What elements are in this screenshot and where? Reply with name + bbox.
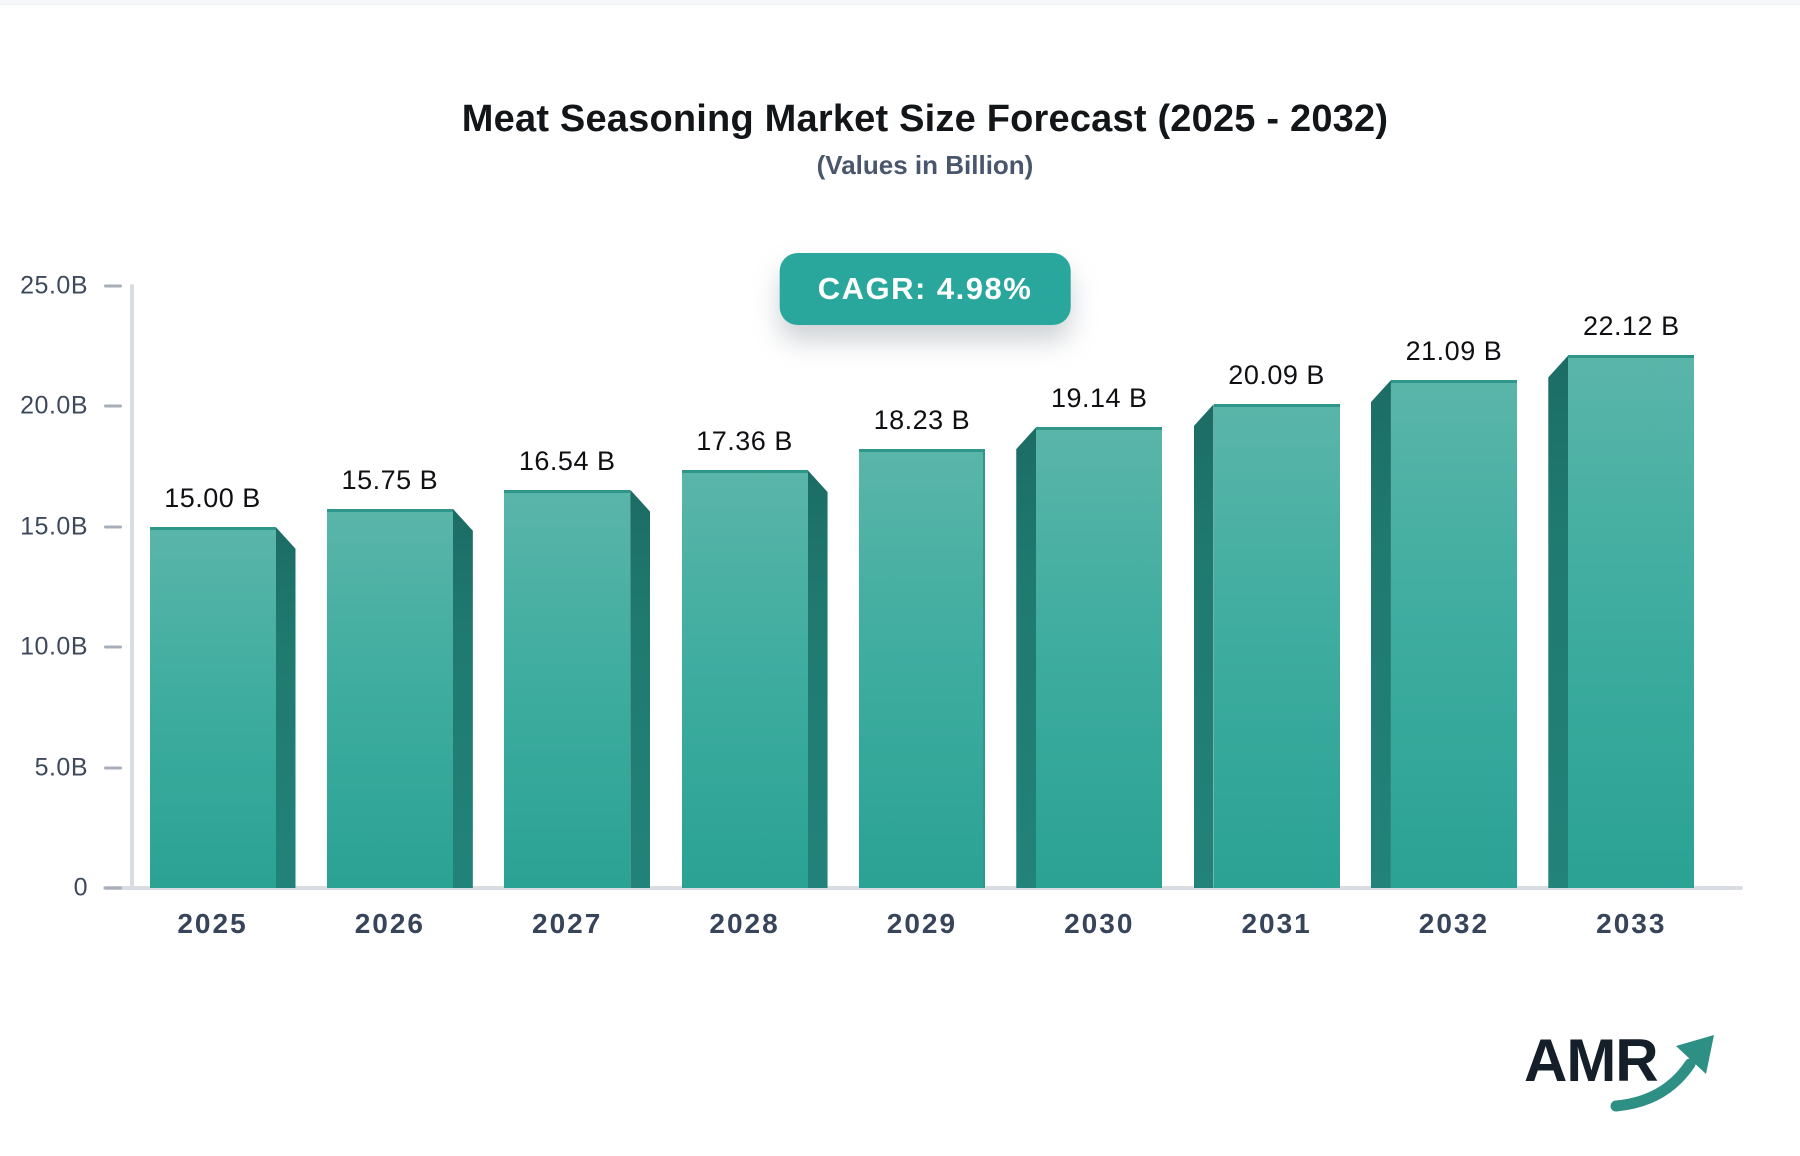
bar-side-3d (807, 469, 828, 888)
bar-2028[interactable] (681, 469, 828, 888)
bar-2027[interactable] (504, 489, 651, 888)
bar-side-3d (1548, 355, 1569, 888)
bar-face (149, 526, 276, 888)
bar-face (681, 469, 808, 888)
bar-value-label: 21.09 B (1405, 336, 1503, 367)
bar-face (858, 449, 985, 888)
cagr-badge: CAGR: 4.98% (779, 253, 1071, 325)
bar-face (504, 489, 631, 888)
x-tick-label-2029: 2029 (886, 908, 958, 939)
bar-2033[interactable] (1548, 355, 1695, 888)
bar-face (1390, 380, 1517, 888)
y-tick-label: 20.0B (20, 391, 88, 420)
bar-2025[interactable] (149, 526, 296, 888)
y-tick-mark (104, 404, 122, 408)
bar-side-3d (1193, 404, 1214, 888)
y-tick-label: 25.0B (20, 271, 88, 300)
y-tick-label: 5.0B (34, 753, 88, 782)
bar-face (1568, 355, 1695, 888)
y-tick-mark (104, 525, 122, 529)
bar-value-label: 20.09 B (1228, 360, 1325, 391)
y-tick-label: 15.0B (20, 512, 88, 541)
y-tick-mark (104, 886, 122, 890)
bar-2029[interactable] (858, 449, 985, 888)
bar-face (1213, 404, 1340, 888)
x-tick-label-2033: 2033 (1596, 908, 1667, 939)
bar-face (326, 508, 453, 888)
y-tick-label: 10.0B (20, 632, 88, 661)
chart-subtitle: (Values in Billion) (816, 150, 1034, 180)
bar-value-label: 19.14 B (1050, 383, 1148, 414)
y-axis-line (130, 284, 134, 890)
bar-value-label: 17.36 B (696, 425, 793, 456)
x-tick-label-2030: 2030 (1064, 908, 1135, 939)
bar-value-label: 18.23 B (873, 405, 971, 436)
bar-value-label: 22.12 B (1583, 311, 1680, 342)
amr-logo-text: AMR (1524, 1027, 1659, 1094)
bar-side-3d (452, 508, 473, 888)
x-tick-label-2032: 2032 (1418, 908, 1490, 939)
x-tick-label-2028: 2028 (709, 908, 780, 939)
y-tick-mark (104, 645, 122, 649)
bar-side-3d (1370, 380, 1391, 888)
x-axis-baseline (103, 886, 1743, 890)
y-tick-mark (104, 766, 122, 770)
x-tick-label-2027: 2027 (532, 908, 603, 939)
y-tick-label: 0 (73, 873, 88, 902)
x-tick-label-2031: 2031 (1241, 908, 1312, 939)
bar-side-3d (630, 489, 651, 888)
bar-side-3d (275, 526, 296, 888)
bar-face (1036, 427, 1163, 888)
bar-value-label: 15.75 B (341, 464, 439, 495)
bar-2031[interactable] (1193, 404, 1340, 888)
bar-side-3d (1016, 427, 1037, 888)
growth-arrow-icon (1610, 1035, 1714, 1112)
top-strip (0, 0, 1800, 5)
y-tick-mark (104, 284, 122, 288)
bar-2032[interactable] (1370, 380, 1517, 888)
x-tick-label-2026: 2026 (354, 908, 425, 939)
x-tick-label-2025: 2025 (177, 908, 248, 939)
bar-value-label: 15.00 B (164, 482, 261, 513)
chart-title: Meat Seasoning Market Size Forecast (202… (461, 98, 1389, 140)
amr-logo: AMR (1524, 1026, 1724, 1116)
bar-value-label: 16.54 B (518, 445, 616, 476)
bar-2026[interactable] (326, 508, 473, 888)
bar-2030[interactable] (1016, 427, 1163, 888)
